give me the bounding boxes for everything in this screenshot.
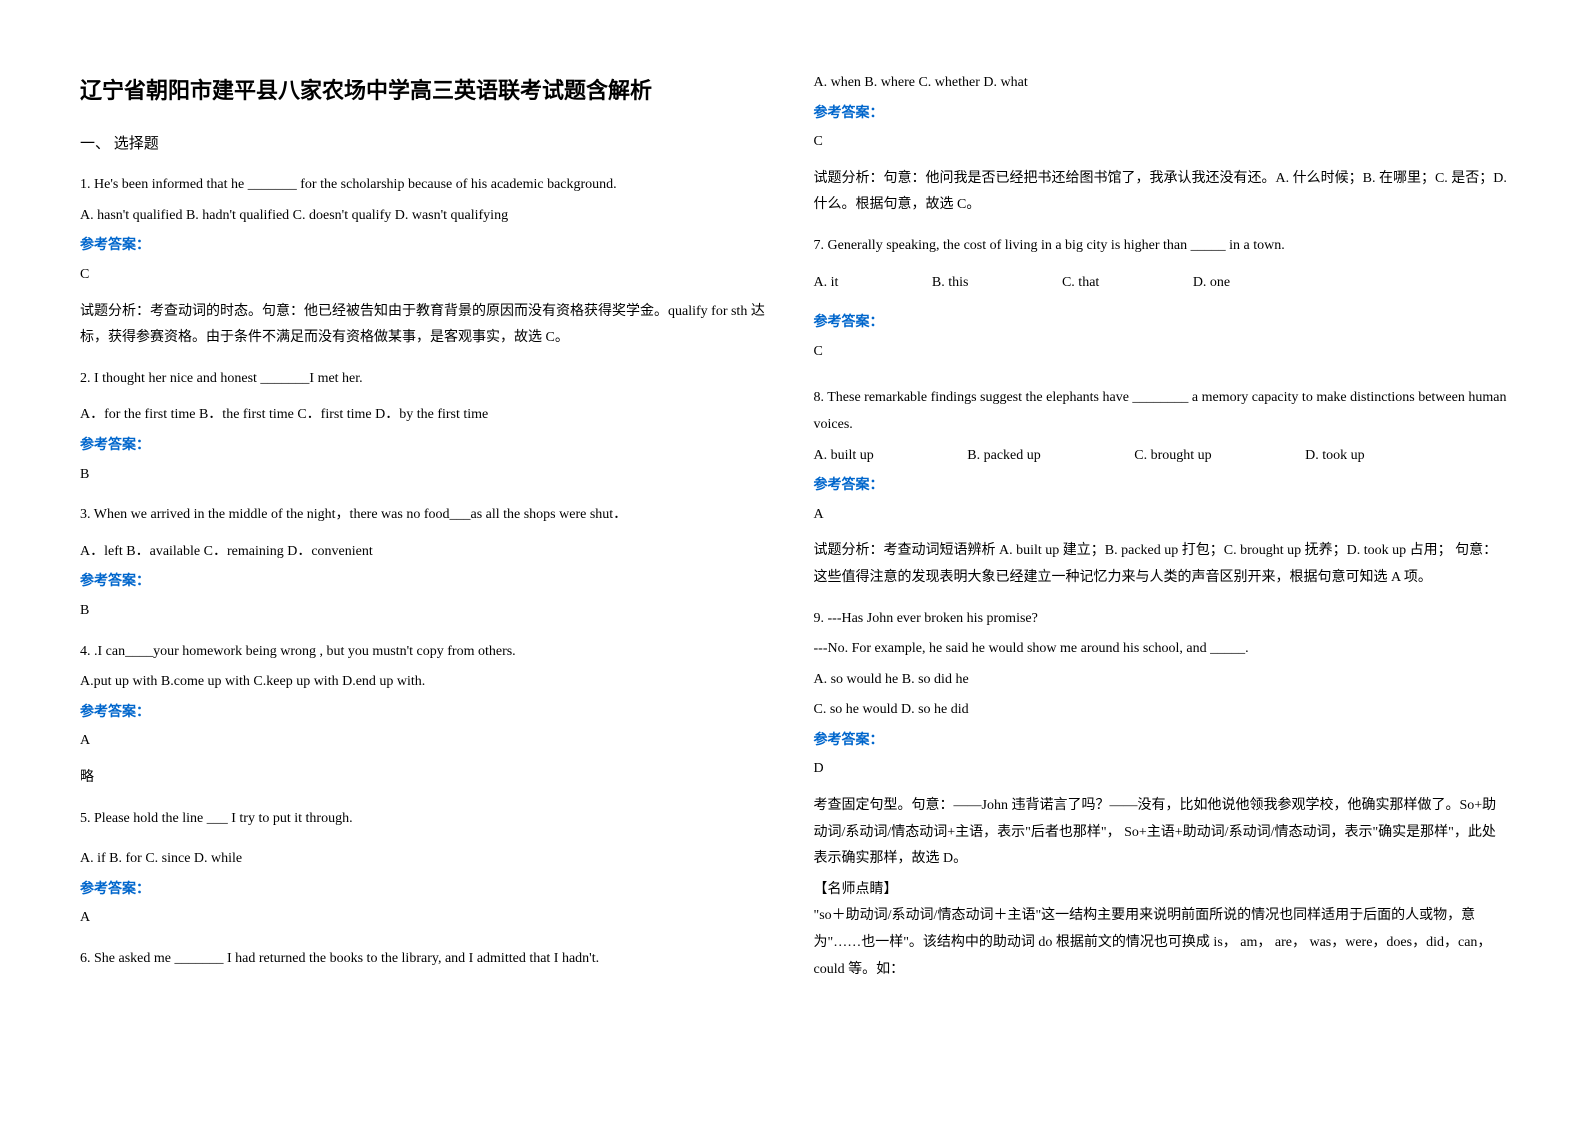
- question-1-options: A. hasn't qualified B. hadn't qualified …: [80, 203, 774, 230]
- question-5-options: A. if B. for C. since D. while: [80, 846, 774, 873]
- option-c: C. brought up: [1134, 443, 1211, 470]
- question-9-tips: "so＋助动词/系动词/情态动词＋主语"这一结构主要用来说明前面所说的情况也同样…: [814, 903, 1508, 983]
- answer-label: 参考答案：: [814, 101, 1508, 128]
- question-8-options: A. built up B. packed up C. brought up D…: [814, 443, 1508, 470]
- question-6-explanation: 试题分析：句意：他问我是否已经把书还给图书馆了，我承认我还没有还。A. 什么时候…: [814, 166, 1508, 219]
- question-3-options: A．left B．available C．remaining D．conveni…: [80, 539, 774, 566]
- question-6-answer: C: [814, 129, 1508, 156]
- answer-label: 参考答案：: [80, 433, 774, 460]
- question-3-text: 3. When we arrived in the middle of the …: [80, 502, 774, 529]
- option-a: A. it: [814, 270, 839, 297]
- question-1-explanation: 试题分析：考查动词的时态。句意：他已经被告知由于教育背景的原因而没有资格获得奖学…: [80, 299, 774, 352]
- answer-label: 参考答案：: [80, 877, 774, 904]
- question-7-options: A. it B. this C. that D. one: [814, 270, 1508, 297]
- option-c: C. that: [1062, 270, 1099, 297]
- question-3-answer: B: [80, 598, 774, 625]
- question-9-text2: ---No. For example, he said he would sho…: [814, 636, 1508, 663]
- section-header: 一、 选择题: [80, 130, 774, 159]
- option-b: B. this: [932, 270, 969, 297]
- question-9-options2: C. so he would D. so he did: [814, 697, 1508, 724]
- question-8-explanation: 试题分析：考查动词短语辨析 A. built up 建立；B. packed u…: [814, 538, 1508, 591]
- question-5-answer: A: [80, 905, 774, 932]
- option-b: B. packed up: [967, 443, 1040, 470]
- question-2-text: 2. I thought her nice and honest _______…: [80, 366, 774, 393]
- question-9-options1: A. so would he B. so did he: [814, 667, 1508, 694]
- question-1-text: 1. He's been informed that he _______ fo…: [80, 172, 774, 199]
- answer-label: 参考答案：: [80, 700, 774, 727]
- question-8-answer: A: [814, 502, 1508, 529]
- answer-label: 参考答案：: [814, 310, 1508, 337]
- question-5-text: 5. Please hold the line ___ I try to put…: [80, 806, 774, 833]
- question-8-text: 8. These remarkable findings suggest the…: [814, 385, 1508, 438]
- question-2-answer: B: [80, 462, 774, 489]
- question-6-text: 6. She asked me _______ I had returned t…: [80, 946, 774, 973]
- document-title: 辽宁省朝阳市建平县八家农场中学高三英语联考试题含解析: [80, 70, 774, 112]
- question-2-options: A．for the first time B．the first time C．…: [80, 402, 774, 429]
- answer-label: 参考答案：: [814, 473, 1508, 500]
- question-9-text1: 9. ---Has John ever broken his promise?: [814, 606, 1508, 633]
- question-4-text: 4. .I can____your homework being wrong ,…: [80, 639, 774, 666]
- option-d: D. one: [1193, 270, 1230, 297]
- question-4-options: A.put up with B.come up with C.keep up w…: [80, 669, 774, 696]
- left-column: 辽宁省朝阳市建平县八家农场中学高三英语联考试题含解析 一、 选择题 1. He'…: [60, 70, 794, 1052]
- question-9-explanation: 考查固定句型。句意：——John 违背诺言了吗？——没有，比如他说他领我参观学校…: [814, 793, 1508, 873]
- answer-label: 参考答案：: [80, 233, 774, 260]
- option-a: A. built up: [814, 443, 874, 470]
- question-7-text: 7. Generally speaking, the cost of livin…: [814, 233, 1508, 260]
- question-9-answer: D: [814, 756, 1508, 783]
- answer-label: 参考答案：: [814, 728, 1508, 755]
- option-d: D. took up: [1305, 443, 1365, 470]
- right-column: A. when B. where C. whether D. what 参考答案…: [794, 70, 1528, 1052]
- question-4-explanation: 略: [80, 765, 774, 792]
- question-6-options: A. when B. where C. whether D. what: [814, 70, 1508, 97]
- question-7-answer: C: [814, 339, 1508, 366]
- question-1-answer: C: [80, 262, 774, 289]
- tips-label: 【名师点睛】: [814, 877, 1508, 904]
- answer-label: 参考答案：: [80, 569, 774, 596]
- question-4-answer: A: [80, 728, 774, 755]
